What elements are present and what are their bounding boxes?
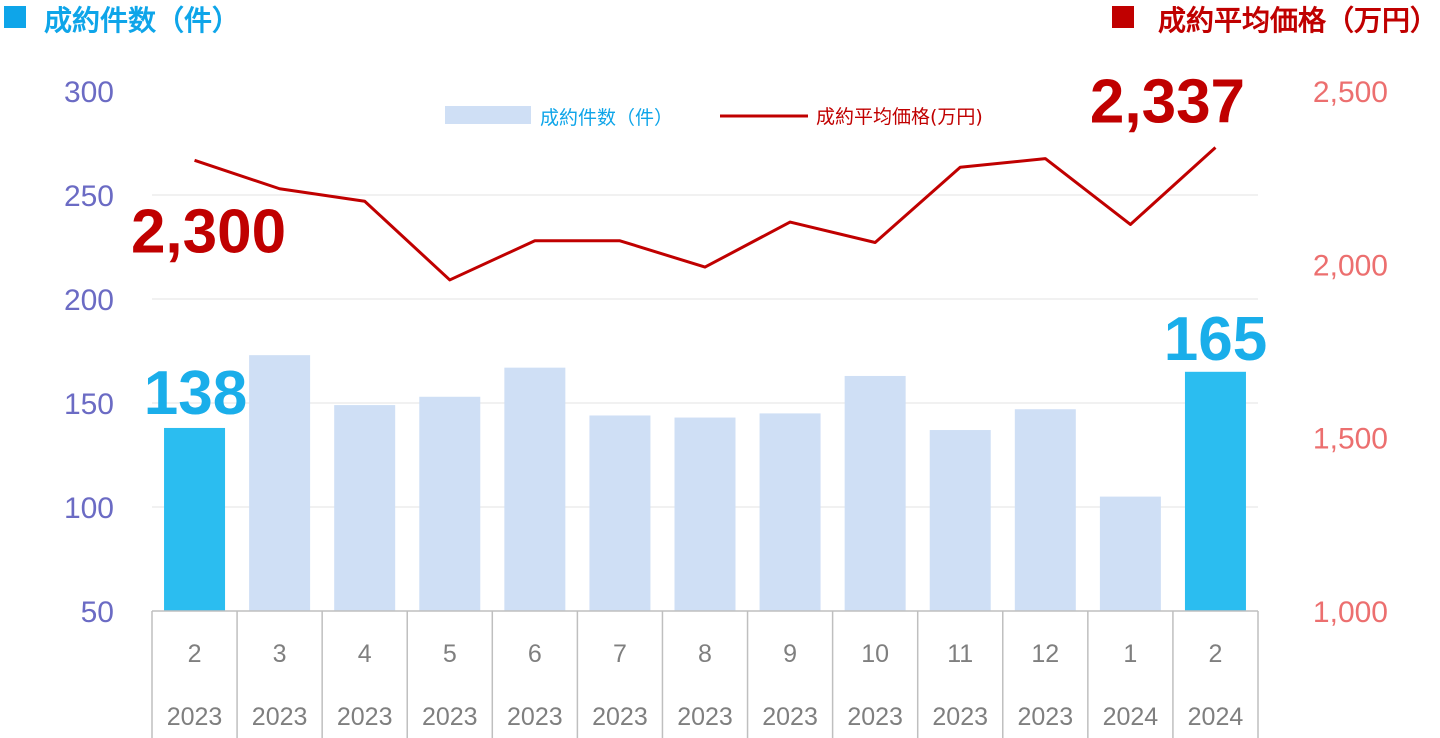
right-tick-label: 1,000 — [1313, 596, 1388, 629]
x-tick-month: 8 — [698, 640, 712, 668]
bar — [334, 405, 396, 611]
bar — [504, 367, 566, 611]
line-series-price — [194, 146, 1217, 282]
right-tick-label: 2,500 — [1313, 76, 1388, 109]
bar — [589, 415, 651, 611]
legend: 成約件数（件） 成約平均価格(万円) — [445, 106, 983, 129]
x-tick-year: 2023 — [677, 703, 733, 731]
x-tick-year: 2023 — [1017, 703, 1073, 731]
x-tick-year: 2023 — [847, 703, 903, 731]
right-header-title: 成約平均価格（万円） — [1158, 4, 1438, 37]
left-tick-label: 250 — [64, 180, 114, 213]
x-tick-year: 2024 — [1188, 703, 1244, 731]
x-tick-month: 12 — [1031, 640, 1059, 668]
bar — [164, 427, 226, 611]
right-tick-label: 1,500 — [1313, 423, 1388, 456]
left-header-title: 成約件数（件） — [44, 4, 240, 37]
left-tick-label: 50 — [81, 596, 114, 629]
x-tick-year: 2023 — [592, 703, 648, 731]
bar — [1184, 371, 1246, 611]
bar — [929, 430, 991, 611]
x-axis: 2 2023 3 2023 4 2023 5 2023 6 2023 7 2023 8 2023 9 2023… — [151, 610, 1259, 738]
left-header-square-icon — [4, 6, 26, 28]
data-label-annotation: 138 — [144, 359, 247, 428]
bar — [419, 396, 481, 611]
data-label-annotation: 2,337 — [1090, 68, 1245, 137]
left-tick-label: 150 — [64, 388, 114, 421]
right-header-square-icon — [1112, 6, 1134, 28]
x-tick-year: 2024 — [1103, 703, 1159, 731]
legend-bar-swatch — [445, 106, 531, 124]
bar — [844, 375, 906, 611]
bar — [674, 417, 736, 611]
bar — [1014, 409, 1076, 611]
bar-series — [164, 355, 1246, 611]
x-tick-month: 2 — [1209, 640, 1223, 668]
x-tick-year: 2023 — [932, 703, 988, 731]
x-tick-year: 2023 — [252, 703, 308, 731]
x-tick-month: 5 — [443, 640, 457, 668]
legend-bar-label: 成約件数（件） — [540, 107, 673, 129]
x-tick-year: 2023 — [167, 703, 223, 731]
right-axis-ticks: 2,500 2,000 1,500 1,000 — [1313, 76, 1388, 629]
bar — [1099, 496, 1161, 611]
x-tick-year: 2023 — [422, 703, 478, 731]
x-tick-month: 10 — [861, 640, 889, 668]
x-tick-year: 2023 — [507, 703, 563, 731]
left-tick-label: 300 — [64, 76, 114, 109]
x-tick-year: 2023 — [762, 703, 818, 731]
bar — [249, 355, 311, 611]
left-tick-label: 100 — [64, 492, 114, 525]
data-label-annotation: 165 — [1164, 305, 1267, 374]
x-tick-month: 9 — [783, 640, 797, 668]
right-tick-label: 2,000 — [1313, 249, 1388, 282]
x-tick-month: 3 — [273, 640, 287, 668]
x-tick-month: 1 — [1123, 640, 1137, 668]
data-label-annotation: 2,300 — [131, 197, 286, 266]
x-tick-month: 2 — [188, 640, 202, 668]
left-tick-label: 200 — [64, 284, 114, 317]
annotations: 2,300 2,337 138 165 — [131, 68, 1267, 428]
bar — [759, 413, 821, 611]
x-tick-month: 11 — [947, 640, 973, 668]
x-tick-month: 4 — [358, 640, 372, 668]
left-axis-ticks: 300 250 200 150 100 50 — [64, 76, 114, 629]
legend-line-label: 成約平均価格(万円) — [816, 106, 983, 128]
x-tick-year: 2023 — [337, 703, 393, 731]
x-tick-month: 6 — [528, 640, 542, 668]
x-tick-month: 7 — [613, 640, 627, 668]
